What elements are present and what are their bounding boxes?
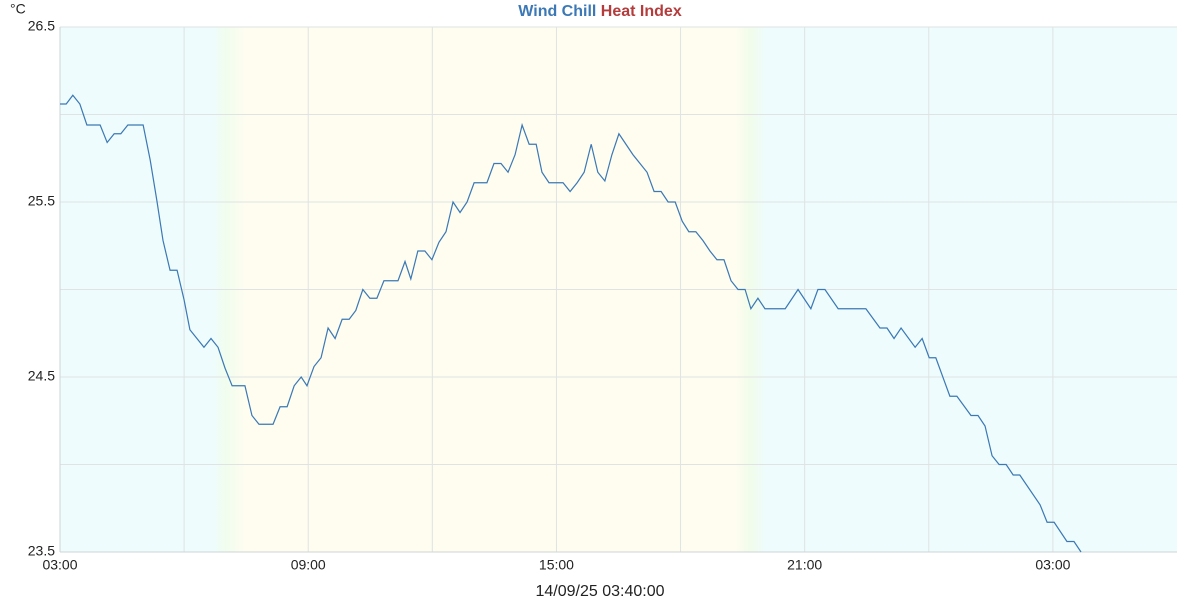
legend-entry: Heat Index: [601, 3, 682, 20]
timestamp: 14/09/25 03:40:00: [535, 583, 664, 600]
y-tick-label: 25.5: [28, 193, 55, 209]
series-line: [60, 94, 1082, 553]
x-tick-label: 03:00: [42, 557, 77, 573]
y-tick-label: 23.5: [28, 543, 55, 559]
grid: [59, 26, 1177, 553]
x-tick-label: 15:00: [539, 557, 574, 573]
x-tick-label: 21:00: [787, 557, 822, 573]
x-tick-label: 03:00: [1035, 557, 1070, 573]
y-tick-label: 26.5: [28, 18, 55, 34]
y-unit: °C: [10, 1, 26, 17]
y-tick-label: 24.5: [28, 368, 55, 384]
legend-entry: Wind Chill: [518, 3, 596, 20]
legend: Wind Chill Heat Index: [518, 3, 682, 20]
x-tick-label: 09:00: [291, 557, 326, 573]
marks: [60, 94, 1082, 553]
